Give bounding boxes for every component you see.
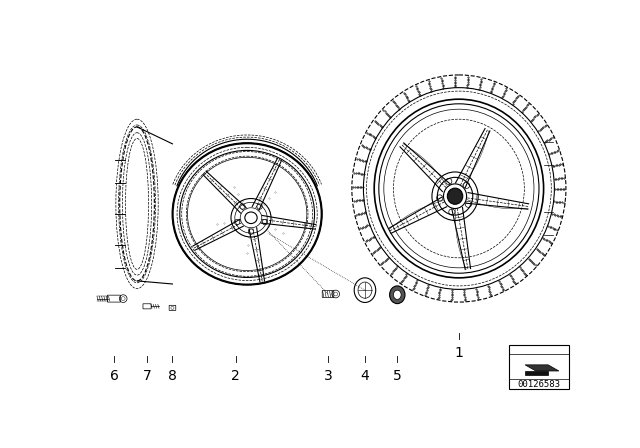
Ellipse shape <box>394 290 401 299</box>
Bar <box>509 345 569 389</box>
Text: 8: 8 <box>168 370 177 383</box>
Text: 2: 2 <box>231 370 240 383</box>
Ellipse shape <box>447 188 463 204</box>
Text: 6: 6 <box>109 370 118 383</box>
Text: 3: 3 <box>324 370 332 383</box>
Text: 7: 7 <box>143 370 152 383</box>
Text: 4: 4 <box>360 370 369 383</box>
Polygon shape <box>525 371 548 375</box>
Text: 5: 5 <box>393 370 402 383</box>
Text: 1: 1 <box>454 346 463 360</box>
Text: 00126583: 00126583 <box>518 379 561 388</box>
Polygon shape <box>525 365 559 371</box>
Ellipse shape <box>390 286 405 304</box>
